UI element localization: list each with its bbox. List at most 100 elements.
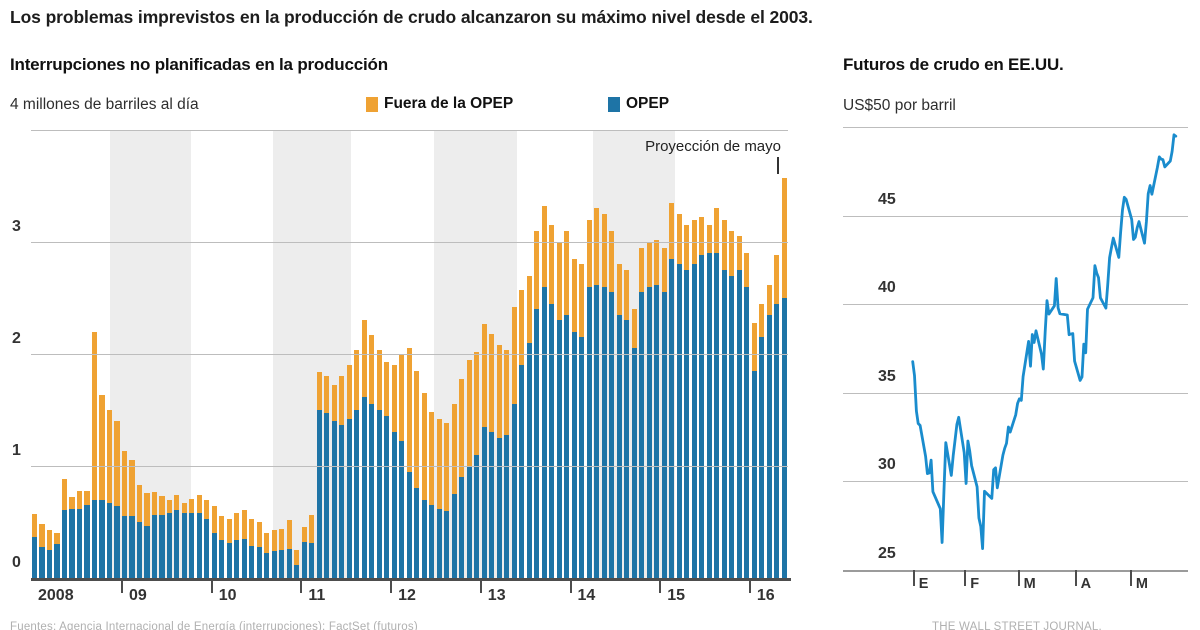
source-note: Fuentes: Agencia Internacional de Energí… <box>10 621 418 630</box>
non-opec-segment <box>519 290 525 366</box>
non-opec-segment <box>384 361 390 416</box>
x-axis-label-10: 10 <box>218 587 237 604</box>
opec-segment <box>391 432 397 578</box>
y-axis-label-25: 25 <box>878 545 896 562</box>
publication-credit: THE WALL STREET JOURNAL. <box>932 621 1102 630</box>
gridline-y30 <box>843 481 1188 483</box>
bar-2008-07 <box>76 130 83 578</box>
opec-segment <box>226 543 232 578</box>
y-axis-label-45: 45 <box>878 190 896 208</box>
bar-2009-04 <box>144 130 150 578</box>
non-opec-segment <box>189 498 195 514</box>
gridline-y2 <box>31 354 788 355</box>
bar-2012-01 <box>391 130 397 578</box>
non-opec-segment <box>144 492 150 527</box>
legend-item-opec: OPEP <box>608 95 669 113</box>
non-opec-segment <box>414 370 420 489</box>
opec-segment <box>736 270 742 578</box>
bar-2015-12 <box>744 130 750 578</box>
non-opec-segment <box>256 522 262 547</box>
opec-segment <box>174 509 180 578</box>
y-axis-label-0: 0 <box>12 554 21 571</box>
bar-2011-01 <box>301 130 307 578</box>
opec-segment <box>414 488 420 578</box>
bar-2014-04 <box>594 130 600 578</box>
non-opec-segment <box>301 526 307 543</box>
bar-2015-10 <box>729 130 735 578</box>
opec-segment <box>61 509 68 578</box>
x-axis-tick-A3 <box>1074 570 1077 586</box>
bar-2011-07 <box>346 130 352 578</box>
opec-segment <box>564 314 570 578</box>
opec-segment <box>744 286 750 578</box>
gridline-y4 <box>31 130 788 131</box>
x-axis-label-09: 09 <box>129 587 147 604</box>
non-opec-segment <box>166 499 172 514</box>
bar-2008-04 <box>54 130 60 578</box>
opec-segment <box>346 418 352 578</box>
y-axis-label-30: 30 <box>878 456 896 474</box>
non-opec-segment <box>759 303 765 338</box>
non-opec-segment <box>399 354 405 442</box>
x-axis-label-14: 14 <box>577 587 596 604</box>
bar-2008-05 <box>61 130 68 578</box>
opec-segment <box>421 499 427 578</box>
opec-segment <box>759 337 765 578</box>
non-opec-segment <box>504 349 510 435</box>
opec-segment <box>54 544 60 578</box>
bar-2014-09 <box>631 130 637 578</box>
opec-segment <box>646 286 652 578</box>
non-opec-segment <box>751 322 757 371</box>
bar-2013-08 <box>534 130 540 578</box>
non-opec-segment <box>459 378 465 478</box>
y-axis-label-3: 3 <box>12 218 21 235</box>
opec-segment <box>601 286 607 578</box>
non-opec-segment <box>39 524 45 547</box>
non-opec-segment <box>234 513 240 540</box>
non-opec-segment <box>736 236 742 270</box>
non-opec-segment <box>534 230 540 310</box>
opec-segment <box>361 396 367 578</box>
opec-segment <box>189 513 195 578</box>
opec-segment <box>706 253 712 578</box>
non-opec-segment <box>676 214 682 265</box>
non-opec-segment <box>226 518 232 544</box>
non-opec-segment <box>571 258 577 332</box>
bar-2009-03 <box>136 130 143 578</box>
non-opec-segment <box>316 371 322 410</box>
non-opec-segment <box>129 460 135 517</box>
non-opec-segment <box>481 323 487 427</box>
non-opec-segment <box>646 242 652 287</box>
opec-segment <box>196 513 202 578</box>
left-chart-title: Interrupciones no planificadas en la pro… <box>10 55 388 74</box>
x-axis-label-F1: F <box>970 576 980 592</box>
headline: Los problemas imprevistos en la producci… <box>10 7 813 27</box>
bar-2010-03 <box>226 130 232 578</box>
bar-2008-08 <box>84 130 90 578</box>
bar-2014-08 <box>624 130 630 578</box>
non-opec-segment <box>451 404 457 494</box>
opec-segment <box>684 270 690 578</box>
opec-segment <box>496 438 502 578</box>
opec-segment <box>324 413 330 578</box>
x-axis-label-12: 12 <box>398 587 416 604</box>
non-opec-segment <box>406 348 412 472</box>
opec-segment <box>609 292 615 578</box>
non-opec-segment <box>196 495 202 514</box>
non-opec-segment <box>204 499 210 519</box>
opec-segment <box>211 533 217 578</box>
bar-2012-11 <box>466 130 472 578</box>
opec-segment <box>661 292 667 578</box>
non-opec-segment <box>76 490 83 509</box>
non-opec-segment <box>466 359 472 466</box>
bar-2008-01 <box>32 130 38 578</box>
x-axis-line <box>843 570 1188 572</box>
non-opec-segment <box>766 284 772 315</box>
bar-2010-10 <box>279 130 285 578</box>
non-opec-segment <box>151 491 157 516</box>
opec-segment <box>76 508 83 578</box>
opec-segment <box>699 255 705 578</box>
bar-2014-11 <box>646 130 652 578</box>
bar-2013-03 <box>496 130 502 578</box>
gridline-y3 <box>31 242 788 243</box>
